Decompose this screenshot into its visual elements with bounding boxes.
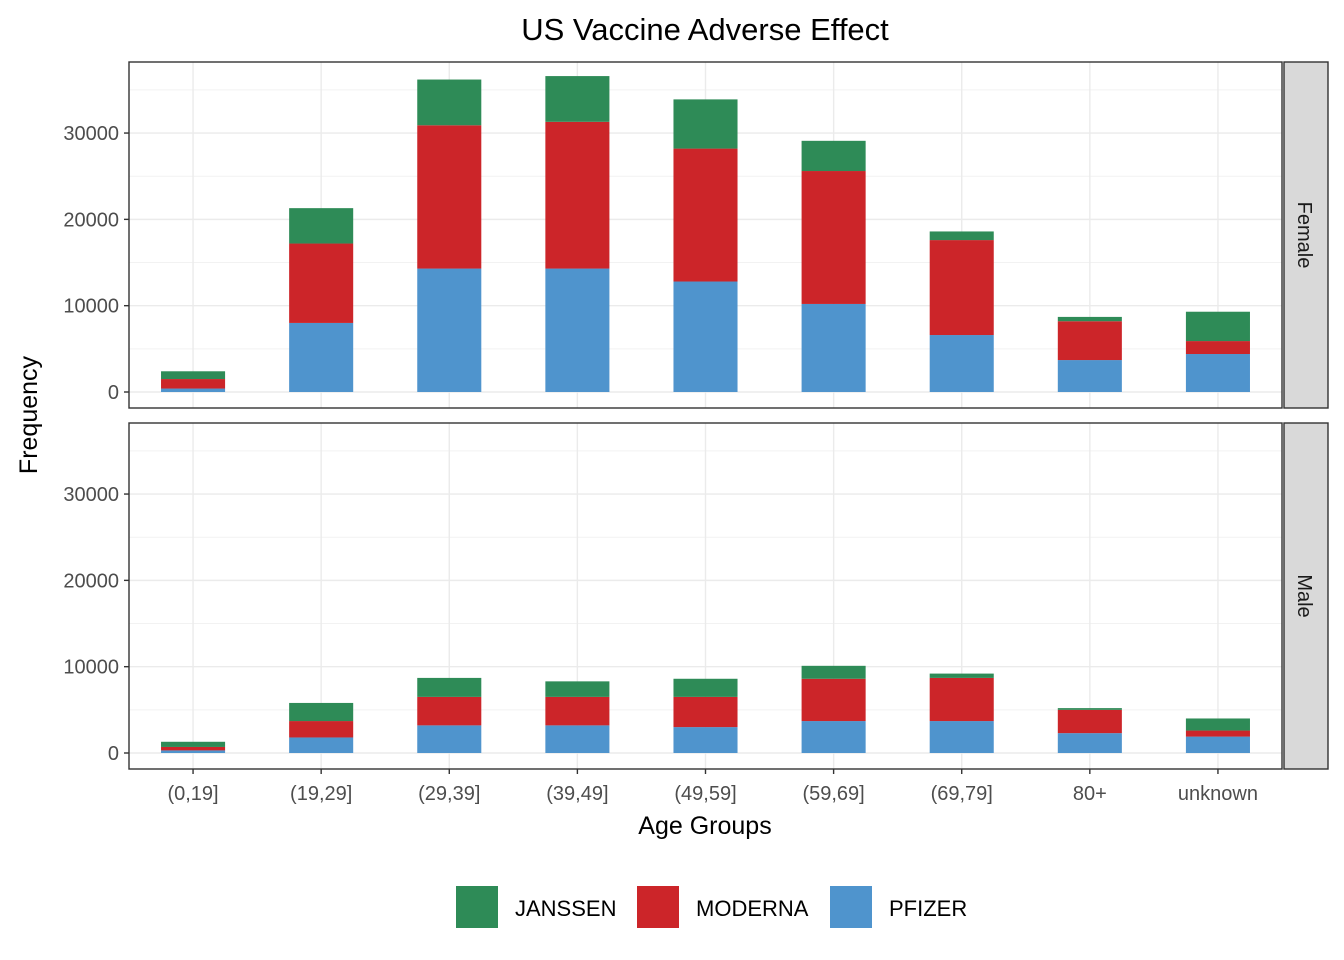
- bar-female-moderna-8: [1185, 341, 1250, 355]
- bar-male-janssen-5: [801, 665, 866, 679]
- bar-female-janssen-4: [673, 99, 738, 149]
- bar-male-pfizer-0: [161, 750, 226, 753]
- bar-female-pfizer-0: [161, 388, 226, 392]
- bar-male-janssen-2: [417, 677, 482, 697]
- bar-male-janssen-6: [929, 673, 994, 678]
- bar-male-moderna-6: [929, 677, 994, 722]
- bar-male-janssen-8: [1185, 718, 1250, 731]
- y-axis-title: Frequency: [15, 355, 43, 474]
- facet-strip: [1283, 422, 1329, 770]
- bar-female-moderna-0: [161, 379, 226, 389]
- bar-male-moderna-8: [1185, 730, 1250, 737]
- bar-female-janssen-7: [1057, 316, 1122, 322]
- x-tick-label: (69,79]: [931, 783, 993, 805]
- x-tick-label: (49,59]: [674, 783, 736, 805]
- facet-panel-female: 0 10000 20000 30000 Female: [63, 61, 1329, 409]
- bar-female-pfizer-5: [801, 303, 866, 392]
- bar-male-pfizer-1: [289, 737, 354, 753]
- legend: JANSSEN MODERNA PFIZER: [456, 886, 967, 928]
- y-tick-label: 0: [108, 382, 119, 404]
- bar-female-pfizer-6: [929, 335, 994, 392]
- bar-male-moderna-5: [801, 678, 866, 722]
- bar-female-janssen-1: [289, 208, 354, 244]
- bar-male-pfizer-8: [1185, 736, 1250, 753]
- bar-male-janssen-3: [545, 681, 610, 697]
- y-tick-label: 30000: [63, 123, 119, 145]
- bar-male-janssen-4: [673, 678, 738, 697]
- bar-male-pfizer-7: [1057, 733, 1122, 753]
- legend-key-janssen: [456, 886, 498, 928]
- bar-female-moderna-5: [801, 171, 866, 304]
- bar-male-moderna-4: [673, 696, 738, 728]
- bar-male-moderna-3: [545, 696, 610, 726]
- panel-border: [128, 61, 1283, 409]
- legend-label-janssen: JANSSEN: [515, 896, 616, 921]
- facet-panels: 0 10000 20000 30000 Female 0 10000 20000 30000 Ma…: [63, 61, 1329, 770]
- legend-label-pfizer: PFIZER: [889, 896, 967, 921]
- x-axis: (0,19] (19,29] (29,39] (39,49] (49,59] (59,69…: [167, 769, 1258, 805]
- x-tick-label: 80+: [1073, 783, 1107, 805]
- bar-male-moderna-1: [289, 721, 354, 738]
- bar-male-moderna-7: [1057, 709, 1122, 734]
- bar-male-moderna-2: [417, 696, 482, 726]
- x-tick-label: (39,49]: [546, 783, 608, 805]
- bar-male-janssen-1: [289, 702, 354, 722]
- facet-strip: [1283, 61, 1329, 409]
- bar-female-moderna-2: [417, 125, 482, 269]
- y-tick-label: 20000: [63, 209, 119, 231]
- facet-panel-male: 0 10000 20000 30000 Male: [63, 422, 1329, 770]
- x-tick-label: unknown: [1178, 783, 1258, 805]
- bar-female-pfizer-8: [1185, 354, 1250, 392]
- bar-female-pfizer-3: [545, 268, 610, 392]
- bar-male-moderna-0: [161, 746, 226, 751]
- bar-female-janssen-2: [417, 79, 482, 126]
- y-tick-label: 30000: [63, 484, 119, 506]
- bar-male-pfizer-2: [417, 725, 482, 753]
- bar-male-pfizer-4: [673, 727, 738, 753]
- y-tick-label: 10000: [63, 296, 119, 318]
- x-tick-label: (0,19]: [167, 783, 218, 805]
- legend-key-moderna: [637, 886, 679, 928]
- legend-key-pfizer: [830, 886, 872, 928]
- bar-male-pfizer-6: [929, 721, 994, 753]
- facet-strip-label: Female: [1293, 202, 1315, 269]
- y-tick-label: 10000: [63, 657, 119, 679]
- bar-female-pfizer-4: [673, 281, 738, 392]
- x-tick-label: (19,29]: [290, 783, 352, 805]
- bar-female-janssen-0: [161, 371, 226, 380]
- bar-female-pfizer-1: [289, 322, 354, 392]
- bar-male-pfizer-5: [801, 721, 866, 753]
- bar-male-janssen-0: [161, 741, 226, 747]
- bar-female-pfizer-7: [1057, 360, 1122, 392]
- bar-female-janssen-6: [929, 231, 994, 241]
- bar-female-janssen-5: [801, 140, 866, 172]
- bar-female-moderna-3: [545, 121, 610, 269]
- bar-female-moderna-4: [673, 148, 738, 282]
- chart-title: US Vaccine Adverse Effect: [521, 12, 889, 47]
- bar-female-moderna-7: [1057, 321, 1122, 361]
- bar-female-moderna-6: [929, 240, 994, 336]
- bar-female-janssen-8: [1185, 311, 1250, 342]
- y-tick-label: 0: [108, 743, 119, 765]
- bar-male-pfizer-3: [545, 725, 610, 753]
- x-axis-title: Age Groups: [638, 812, 771, 840]
- bar-female-janssen-3: [545, 76, 610, 122]
- x-tick-label: (29,39]: [418, 783, 480, 805]
- bar-female-pfizer-2: [417, 268, 482, 392]
- legend-label-moderna: MODERNA: [696, 896, 809, 921]
- y-tick-label: 20000: [63, 570, 119, 592]
- bar-female-moderna-1: [289, 243, 354, 323]
- x-tick-label: (59,69]: [802, 783, 864, 805]
- facet-strip-label: Male: [1293, 574, 1315, 617]
- bar-male-janssen-7: [1057, 708, 1122, 710]
